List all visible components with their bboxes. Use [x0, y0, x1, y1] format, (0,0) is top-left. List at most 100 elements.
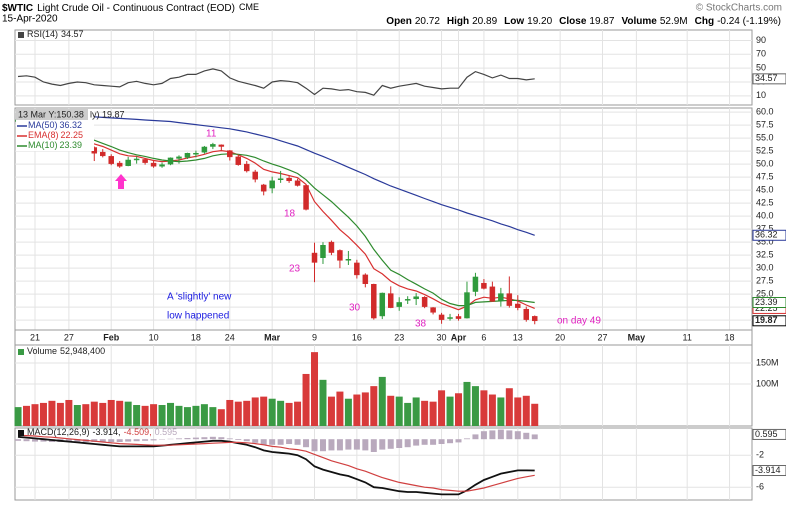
last-value-box: [752, 296, 786, 308]
candle-body: [252, 171, 258, 180]
x-tick-label: Mar: [264, 332, 281, 342]
bar: [336, 391, 344, 426]
bar: [429, 401, 437, 426]
bar: [234, 401, 242, 426]
bar: [327, 396, 335, 426]
candle-body: [303, 185, 309, 210]
bar: [505, 388, 513, 426]
histogram-bar: [74, 439, 81, 442]
candle-body: [260, 184, 267, 192]
histogram-bar: [184, 438, 191, 440]
bar: [438, 390, 446, 426]
bar: [217, 409, 225, 426]
bar: [158, 405, 166, 426]
quote-value: 19.87: [589, 16, 614, 27]
candle-body: [498, 293, 504, 301]
ma-line: [18, 112, 535, 236]
bar: [395, 396, 403, 426]
y-tick-label: 47.5: [756, 172, 774, 182]
y-tick-label: 25.0: [756, 289, 774, 299]
last-value-box: [752, 428, 786, 440]
legend-entry: MA(50) 36.32: [28, 120, 82, 130]
x-tick-label: 9: [312, 332, 317, 342]
y-tick-label: 10: [756, 90, 766, 100]
candle-body: [531, 316, 538, 322]
histogram-bar: [523, 432, 530, 440]
legend-swatch: [18, 349, 24, 355]
bar: [522, 395, 530, 426]
candle-body: [371, 283, 377, 319]
arrow: [115, 174, 127, 189]
histogram-bar: [472, 434, 479, 440]
candle-body: [218, 144, 225, 147]
histogram-bar: [31, 439, 38, 442]
histogram-bar: [311, 439, 318, 452]
quote-label: Open: [386, 16, 412, 27]
candle-body: [362, 274, 369, 284]
candle-body: [159, 164, 165, 167]
last-value-label: 23.39: [755, 297, 778, 307]
annotation: 18: [284, 209, 296, 220]
bar: [277, 400, 285, 426]
candle-body: [421, 296, 428, 307]
last-value-box: [752, 73, 786, 85]
candle-body: [413, 296, 419, 300]
histogram-bar: [40, 439, 47, 442]
ma-line: [18, 120, 535, 311]
candle-body: [455, 316, 462, 319]
y-tick-label: 50: [756, 63, 766, 73]
x-tick-label: 6: [481, 332, 486, 342]
y-tick-label: 27.5: [756, 276, 774, 286]
x-tick-label: 20: [555, 332, 565, 342]
histogram-bar: [438, 439, 445, 444]
bar: [226, 399, 234, 426]
bar: [39, 402, 47, 426]
bar: [463, 381, 471, 426]
y-tick-label: 150M: [756, 357, 779, 367]
x-tick-label: 18: [725, 332, 735, 342]
y-tick-label: 35.0: [756, 237, 774, 247]
bar: [209, 407, 217, 426]
histogram-bar: [396, 439, 403, 448]
histogram-bar: [379, 439, 386, 450]
histogram-bar: [150, 439, 157, 441]
quote-label: High: [447, 16, 469, 27]
histogram-bar: [455, 439, 462, 443]
annotation: on day 49: [557, 316, 601, 327]
histogram-bar: [99, 439, 106, 442]
candle-body: [396, 302, 402, 307]
histogram-bar: [116, 439, 123, 442]
histogram-bar: [345, 439, 352, 450]
candle-body: [125, 159, 131, 166]
bar: [167, 402, 175, 426]
quote-value: 52.9M: [660, 16, 688, 27]
histogram-bar: [108, 439, 115, 442]
candle-body: [523, 308, 530, 320]
x-tick-label: 30: [437, 332, 447, 342]
candle-body: [379, 292, 386, 317]
bar: [31, 404, 39, 426]
line: [17, 434, 535, 492]
bar: [133, 405, 141, 426]
candle-body: [464, 292, 470, 319]
annotation: A 'slightly' new: [167, 292, 232, 303]
legend-name: MA(10): [28, 140, 58, 150]
header-title: $WTIC Light Crude Oil - Continuous Contra…: [2, 2, 259, 13]
copyright: © StockCharts.com: [696, 3, 782, 14]
annotation: 11: [206, 129, 217, 140]
bar: [82, 404, 90, 426]
legend-entry: Volume 52,948,400: [27, 346, 105, 356]
legend-entry: RSI(14) 34.57: [27, 29, 84, 39]
candle-body: [294, 180, 301, 186]
x-tick-label: 16: [352, 332, 362, 342]
bar: [99, 402, 107, 426]
histogram-bar: [480, 431, 487, 440]
candle-body: [210, 144, 216, 147]
legend-entry: MA(10) 23.39: [28, 140, 82, 150]
histogram-bar: [506, 430, 513, 440]
histogram-bar: [353, 439, 360, 450]
candle-body: [337, 250, 343, 261]
last-value-label: 36.32: [755, 230, 778, 240]
histogram-bar: [421, 439, 428, 445]
